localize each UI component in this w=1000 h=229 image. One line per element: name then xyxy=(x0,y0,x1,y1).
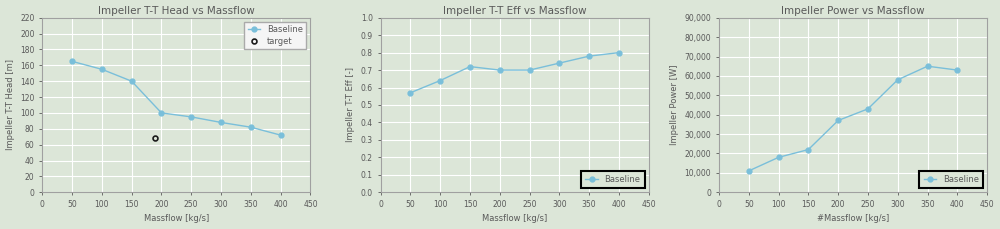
Baseline xyxy=(96,68,108,71)
Legend: Baseline: Baseline xyxy=(581,171,645,188)
Baseline xyxy=(802,148,814,151)
Line: Baseline: Baseline xyxy=(70,59,283,138)
Baseline xyxy=(434,79,446,82)
Baseline xyxy=(922,65,934,68)
Baseline xyxy=(583,55,595,57)
Baseline xyxy=(245,126,257,128)
Baseline xyxy=(743,169,755,172)
Baseline xyxy=(215,121,227,124)
Baseline xyxy=(155,112,167,114)
Baseline xyxy=(275,134,287,136)
Title: Impeller Power vs Massflow: Impeller Power vs Massflow xyxy=(781,5,925,16)
Baseline xyxy=(185,115,197,118)
Baseline xyxy=(464,65,476,68)
X-axis label: Massflow [kg/s]: Massflow [kg/s] xyxy=(144,214,209,224)
Line: Baseline: Baseline xyxy=(746,64,960,173)
Baseline xyxy=(892,78,904,81)
Baseline xyxy=(553,62,565,65)
Legend: Baseline, target: Baseline, target xyxy=(244,22,306,49)
Baseline xyxy=(404,91,416,94)
Baseline xyxy=(494,69,506,71)
Baseline xyxy=(524,69,536,71)
Y-axis label: Impeller T-T Eff [-]: Impeller T-T Eff [-] xyxy=(346,68,355,142)
Title: Impeller T-T Eff vs Massflow: Impeller T-T Eff vs Massflow xyxy=(443,5,587,16)
Legend: Baseline: Baseline xyxy=(919,171,983,188)
Baseline xyxy=(832,119,844,122)
Y-axis label: Impeller T-T Head [m]: Impeller T-T Head [m] xyxy=(6,60,15,150)
Line: Baseline: Baseline xyxy=(408,50,621,95)
Baseline xyxy=(126,80,138,83)
Baseline xyxy=(773,156,785,159)
Baseline xyxy=(66,60,78,63)
Baseline xyxy=(862,107,874,110)
Baseline xyxy=(613,51,625,54)
X-axis label: Massflow [kg/s]: Massflow [kg/s] xyxy=(482,214,547,224)
Title: Impeller T-T Head vs Massflow: Impeller T-T Head vs Massflow xyxy=(98,5,255,16)
Baseline xyxy=(951,69,963,71)
Y-axis label: Impeller Power [W]: Impeller Power [W] xyxy=(670,65,679,145)
X-axis label: #Massflow [kg/s]: #Massflow [kg/s] xyxy=(817,214,889,224)
